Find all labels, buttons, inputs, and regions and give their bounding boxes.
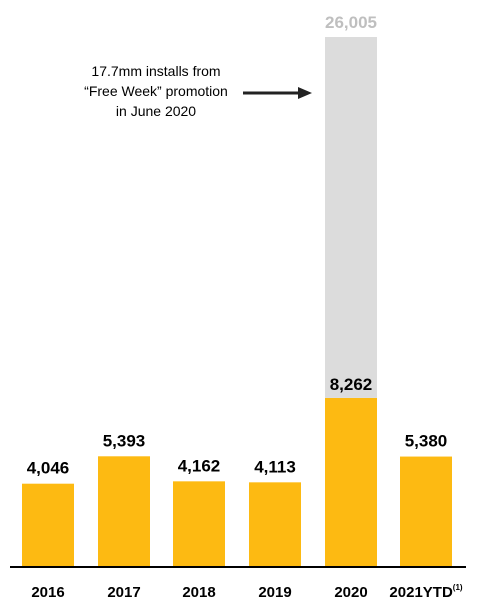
tick-footnote-2021YTD: (1) bbox=[453, 583, 463, 592]
tick-label-2019: 2019 bbox=[258, 584, 291, 601]
annotation-line: in June 2020 bbox=[116, 103, 196, 119]
value-label-2017: 5,393 bbox=[103, 431, 146, 450]
value-label-2020: 8,262 bbox=[330, 375, 373, 394]
value-label-2021YTD: 5,380 bbox=[405, 432, 448, 451]
bar-promo-2020 bbox=[325, 37, 377, 398]
annotation-arrow-head bbox=[298, 87, 312, 99]
value-label-2019: 4,113 bbox=[254, 457, 296, 476]
tick-label-2021YTD: 2021YTD(1) bbox=[389, 583, 462, 601]
total-label-2020: 26,005 bbox=[325, 13, 377, 32]
annotation-line: “Free Week” promotion bbox=[84, 83, 228, 99]
tick-label-2018: 2018 bbox=[182, 584, 215, 601]
bar-2020 bbox=[325, 397, 377, 566]
bar-2017 bbox=[98, 456, 150, 566]
bar-2021YTD bbox=[400, 456, 452, 566]
annotation-line: 17.7mm installs from bbox=[91, 63, 220, 79]
tick-label-2017: 2017 bbox=[107, 584, 140, 601]
tick-label-2020: 2020 bbox=[334, 584, 367, 601]
bar-2018 bbox=[173, 481, 225, 566]
tick-label-2016: 2016 bbox=[31, 584, 64, 601]
bar-2016 bbox=[22, 483, 74, 566]
value-label-2018: 4,162 bbox=[178, 456, 221, 475]
bar-2019 bbox=[249, 482, 301, 566]
value-label-2016: 4,046 bbox=[27, 459, 70, 478]
